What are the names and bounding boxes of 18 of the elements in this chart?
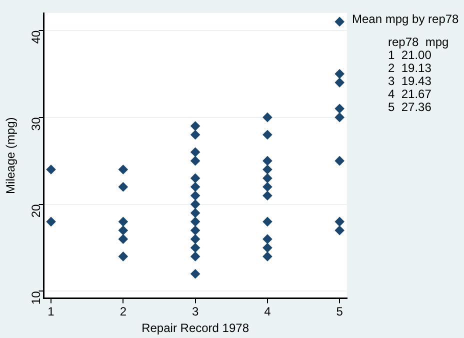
x-tick-label: 1 [48,304,55,319]
x-axis-title: Repair Record 1978 [142,321,250,336]
x-tick-label: 3 [192,304,199,319]
y-axis-title: Mileage (mpg) [4,117,18,194]
y-tick-label: 20 [29,204,44,218]
text: 2 19.13 [388,61,432,75]
y-tick-label: 40 [29,30,44,44]
text: 1 21.00 [388,48,432,62]
x-tick-label: 5 [336,304,344,319]
text: 5 27.36 [388,100,432,114]
x-tick-label: 4 [264,304,272,319]
y-tick-label: 10 [29,290,44,305]
text: 3 19.43 [388,74,432,88]
text: Mean mpg by rep78 [352,12,459,26]
y-tick-label: 30 [29,117,44,131]
x-tick-label: 2 [120,304,127,319]
text: 4 21.67 [388,87,432,101]
text: rep78 mpg [388,35,450,49]
